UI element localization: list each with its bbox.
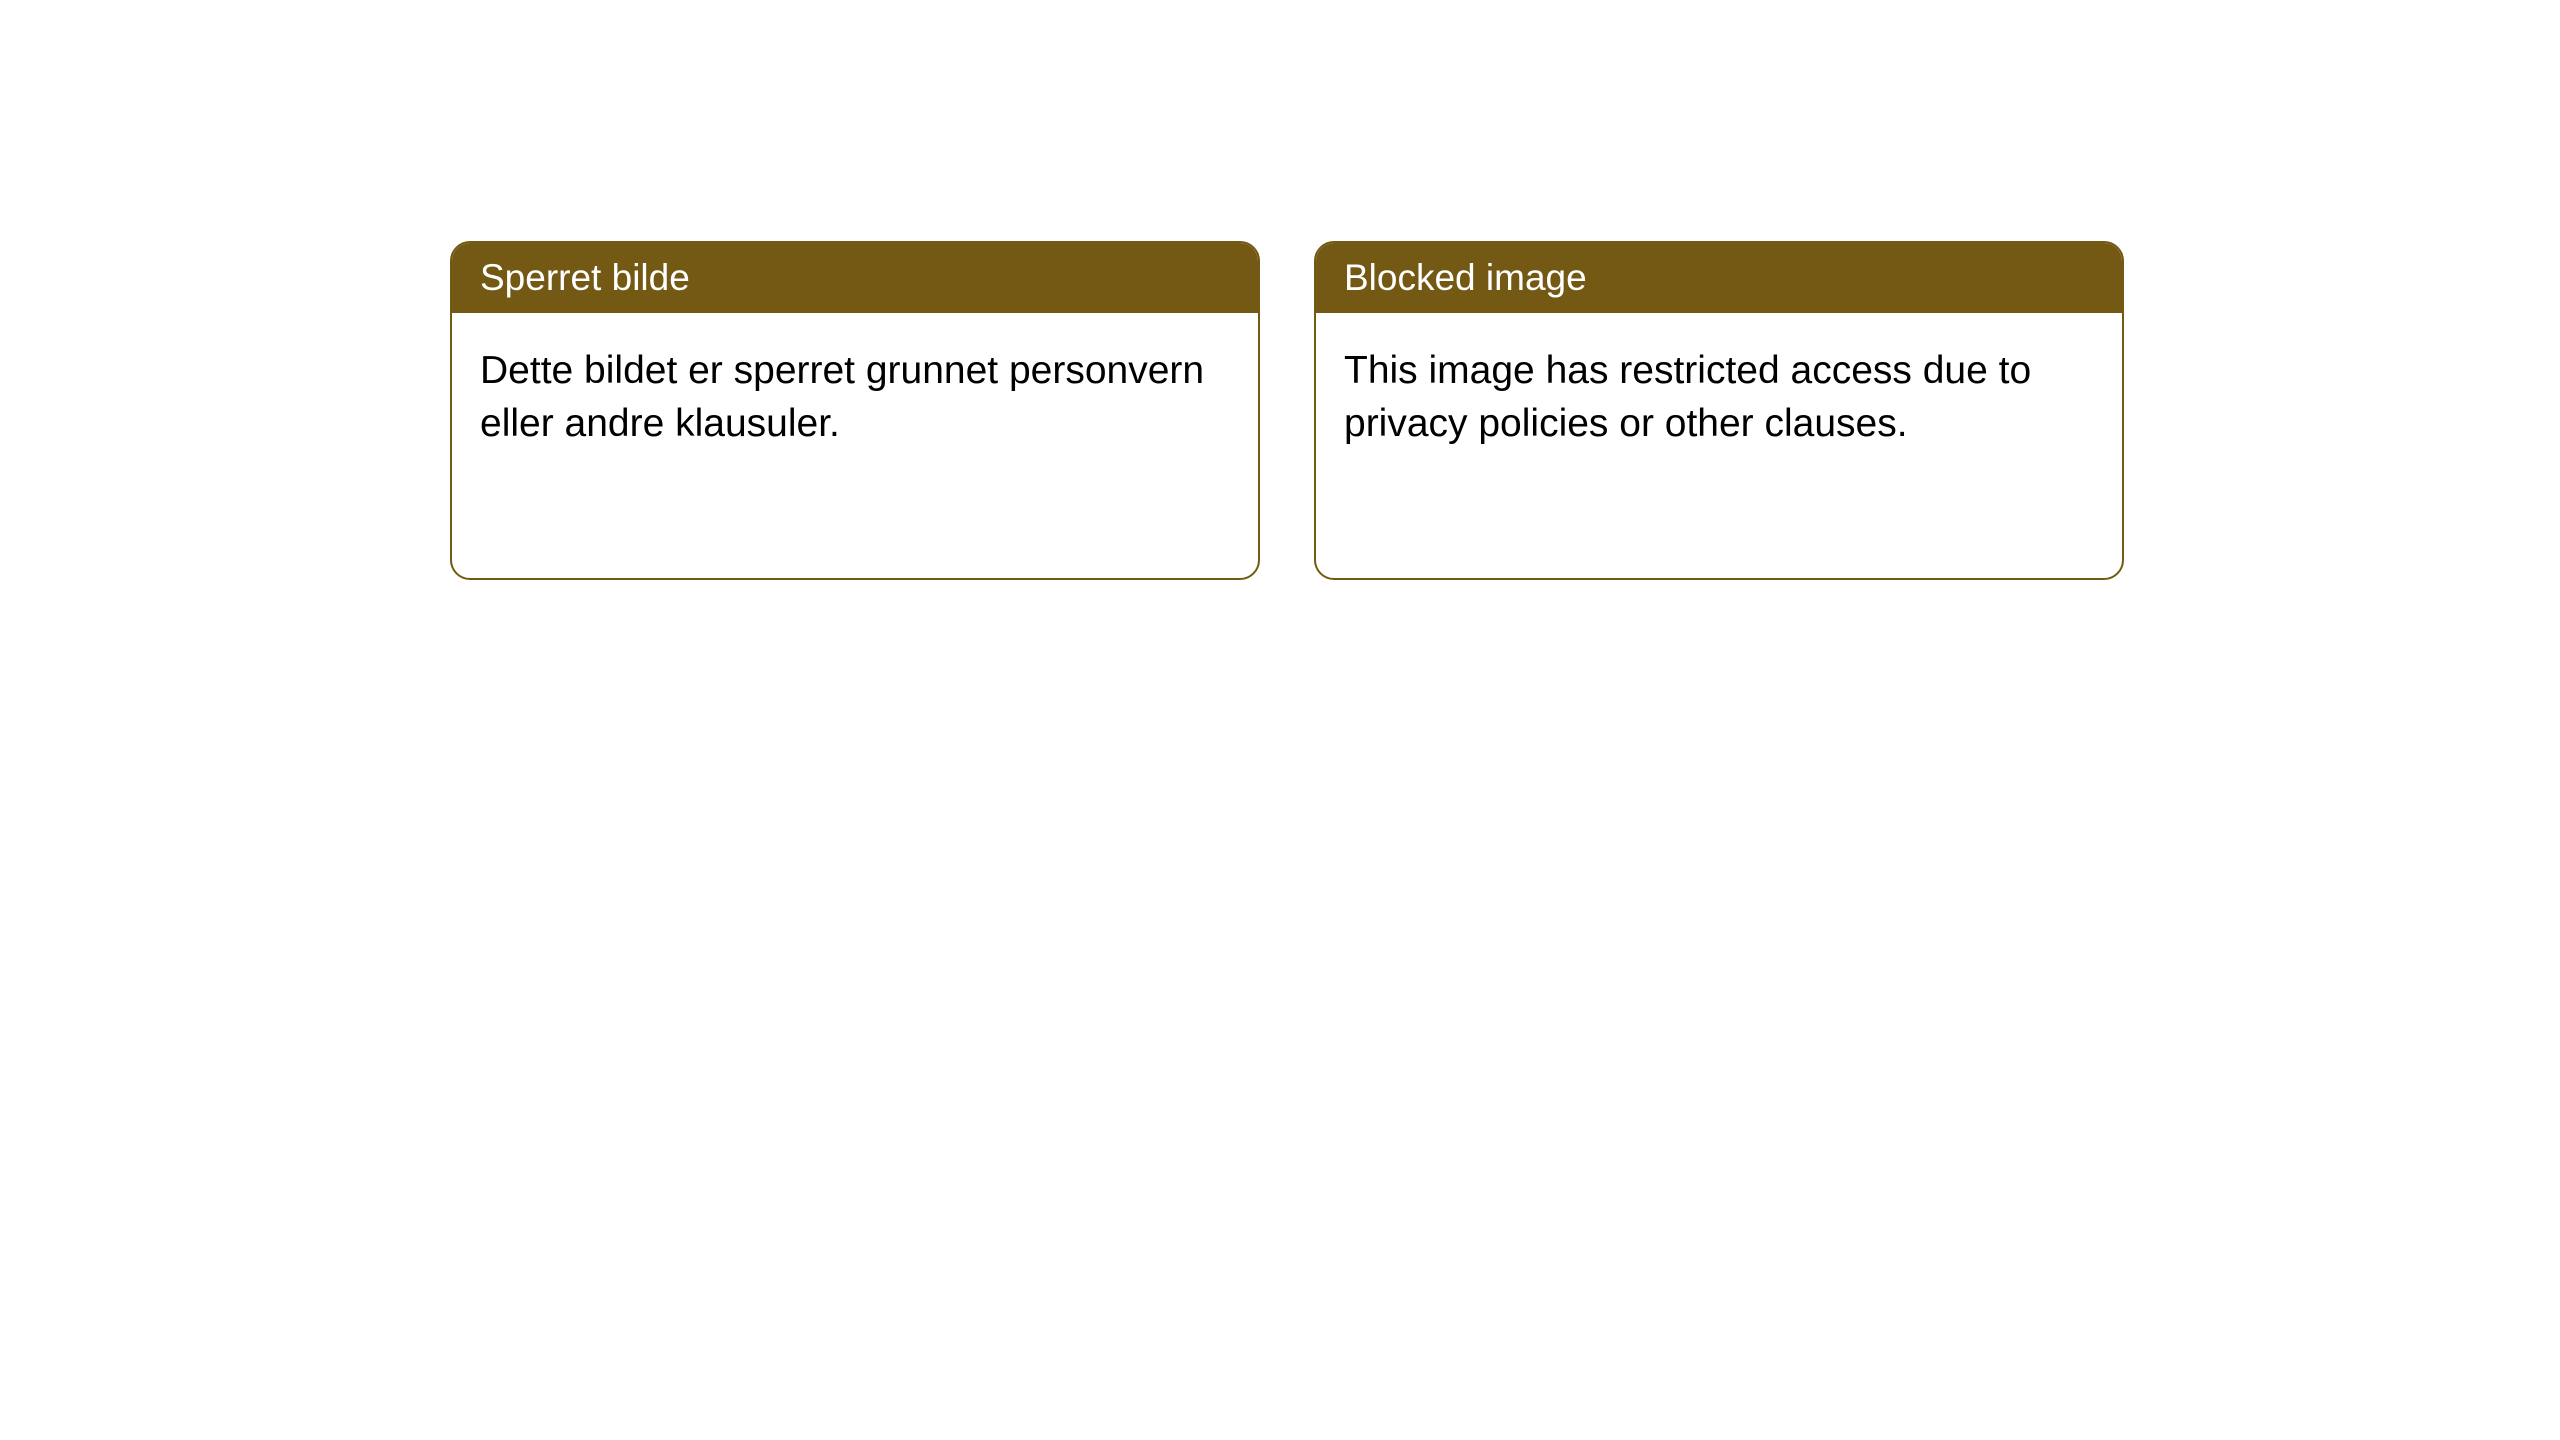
card-body-english: This image has restricted access due to … — [1316, 313, 2122, 482]
cards-container: Sperret bilde Dette bildet er sperret gr… — [450, 241, 2124, 580]
card-english: Blocked image This image has restricted … — [1314, 241, 2124, 580]
card-norwegian: Sperret bilde Dette bildet er sperret gr… — [450, 241, 1260, 580]
card-body-text-english: This image has restricted access due to … — [1344, 349, 2031, 445]
card-title-english: Blocked image — [1344, 257, 1587, 298]
card-header-norwegian: Sperret bilde — [452, 243, 1258, 313]
card-body-norwegian: Dette bildet er sperret grunnet personve… — [452, 313, 1258, 482]
card-title-norwegian: Sperret bilde — [480, 257, 690, 298]
card-body-text-norwegian: Dette bildet er sperret grunnet personve… — [480, 349, 1204, 445]
card-header-english: Blocked image — [1316, 243, 2122, 313]
